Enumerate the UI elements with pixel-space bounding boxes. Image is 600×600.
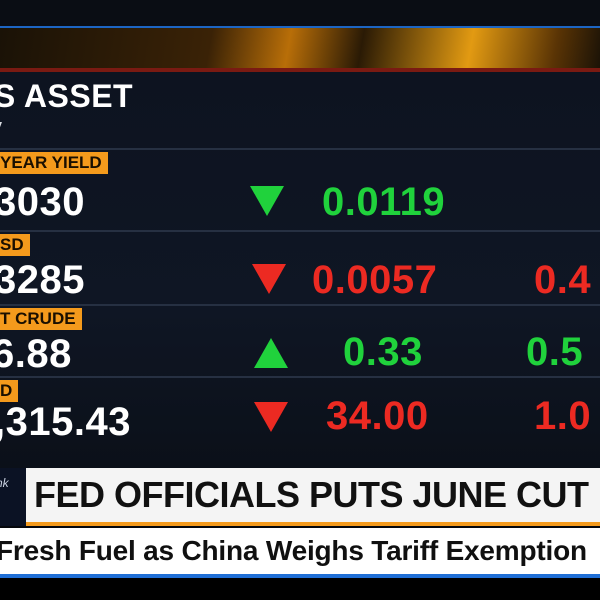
asset-label: YEAR YIELD [0,152,108,174]
asset-price: 3285 [0,258,85,302]
row-divider [0,148,600,150]
asset-label: T CRUDE [0,308,82,330]
down-arrow-icon [252,264,286,294]
market-panel [0,72,600,468]
top-accent-line [0,26,600,28]
asset-percent: 1.0 [534,394,592,438]
gold-banner [0,28,600,72]
asset-price: 3030 [0,180,85,224]
row-divider [0,304,600,306]
footer-bar [0,578,600,600]
row-divider [0,230,600,232]
top-bar [0,0,600,28]
asset-price: ,315.43 [0,400,131,444]
asset-percent: 0.5 [526,330,584,374]
asset-change: 0.0119 [322,180,446,224]
asset-change: 0.33 [343,330,423,374]
headline-text: FED OFFICIALS PUTS JUNE CUT IN [34,474,600,515]
banner-stripe [0,68,600,72]
panel-title: SS ASSET [0,78,134,114]
down-arrow-icon [254,402,288,432]
logo: nk [0,468,26,526]
ticker-text: Fresh Fuel as China Weighs Tariff Exempt… [0,535,587,566]
headline-bar [0,468,600,526]
panel-subtitle: y [0,114,2,142]
up-arrow-icon [254,338,288,368]
logo-text: nk [0,476,9,490]
asset-label: D [0,380,19,402]
asset-price: 6.88 [0,332,72,376]
down-arrow-icon [250,186,284,216]
bottom-accent-line [0,574,600,578]
asset-percent: 0.4 [534,258,592,302]
news-ticker [0,528,600,574]
asset-change: 0.0057 [312,258,438,302]
asset-change: 34.00 [326,394,429,438]
asset-label: SD [0,234,30,256]
row-divider [0,376,600,378]
